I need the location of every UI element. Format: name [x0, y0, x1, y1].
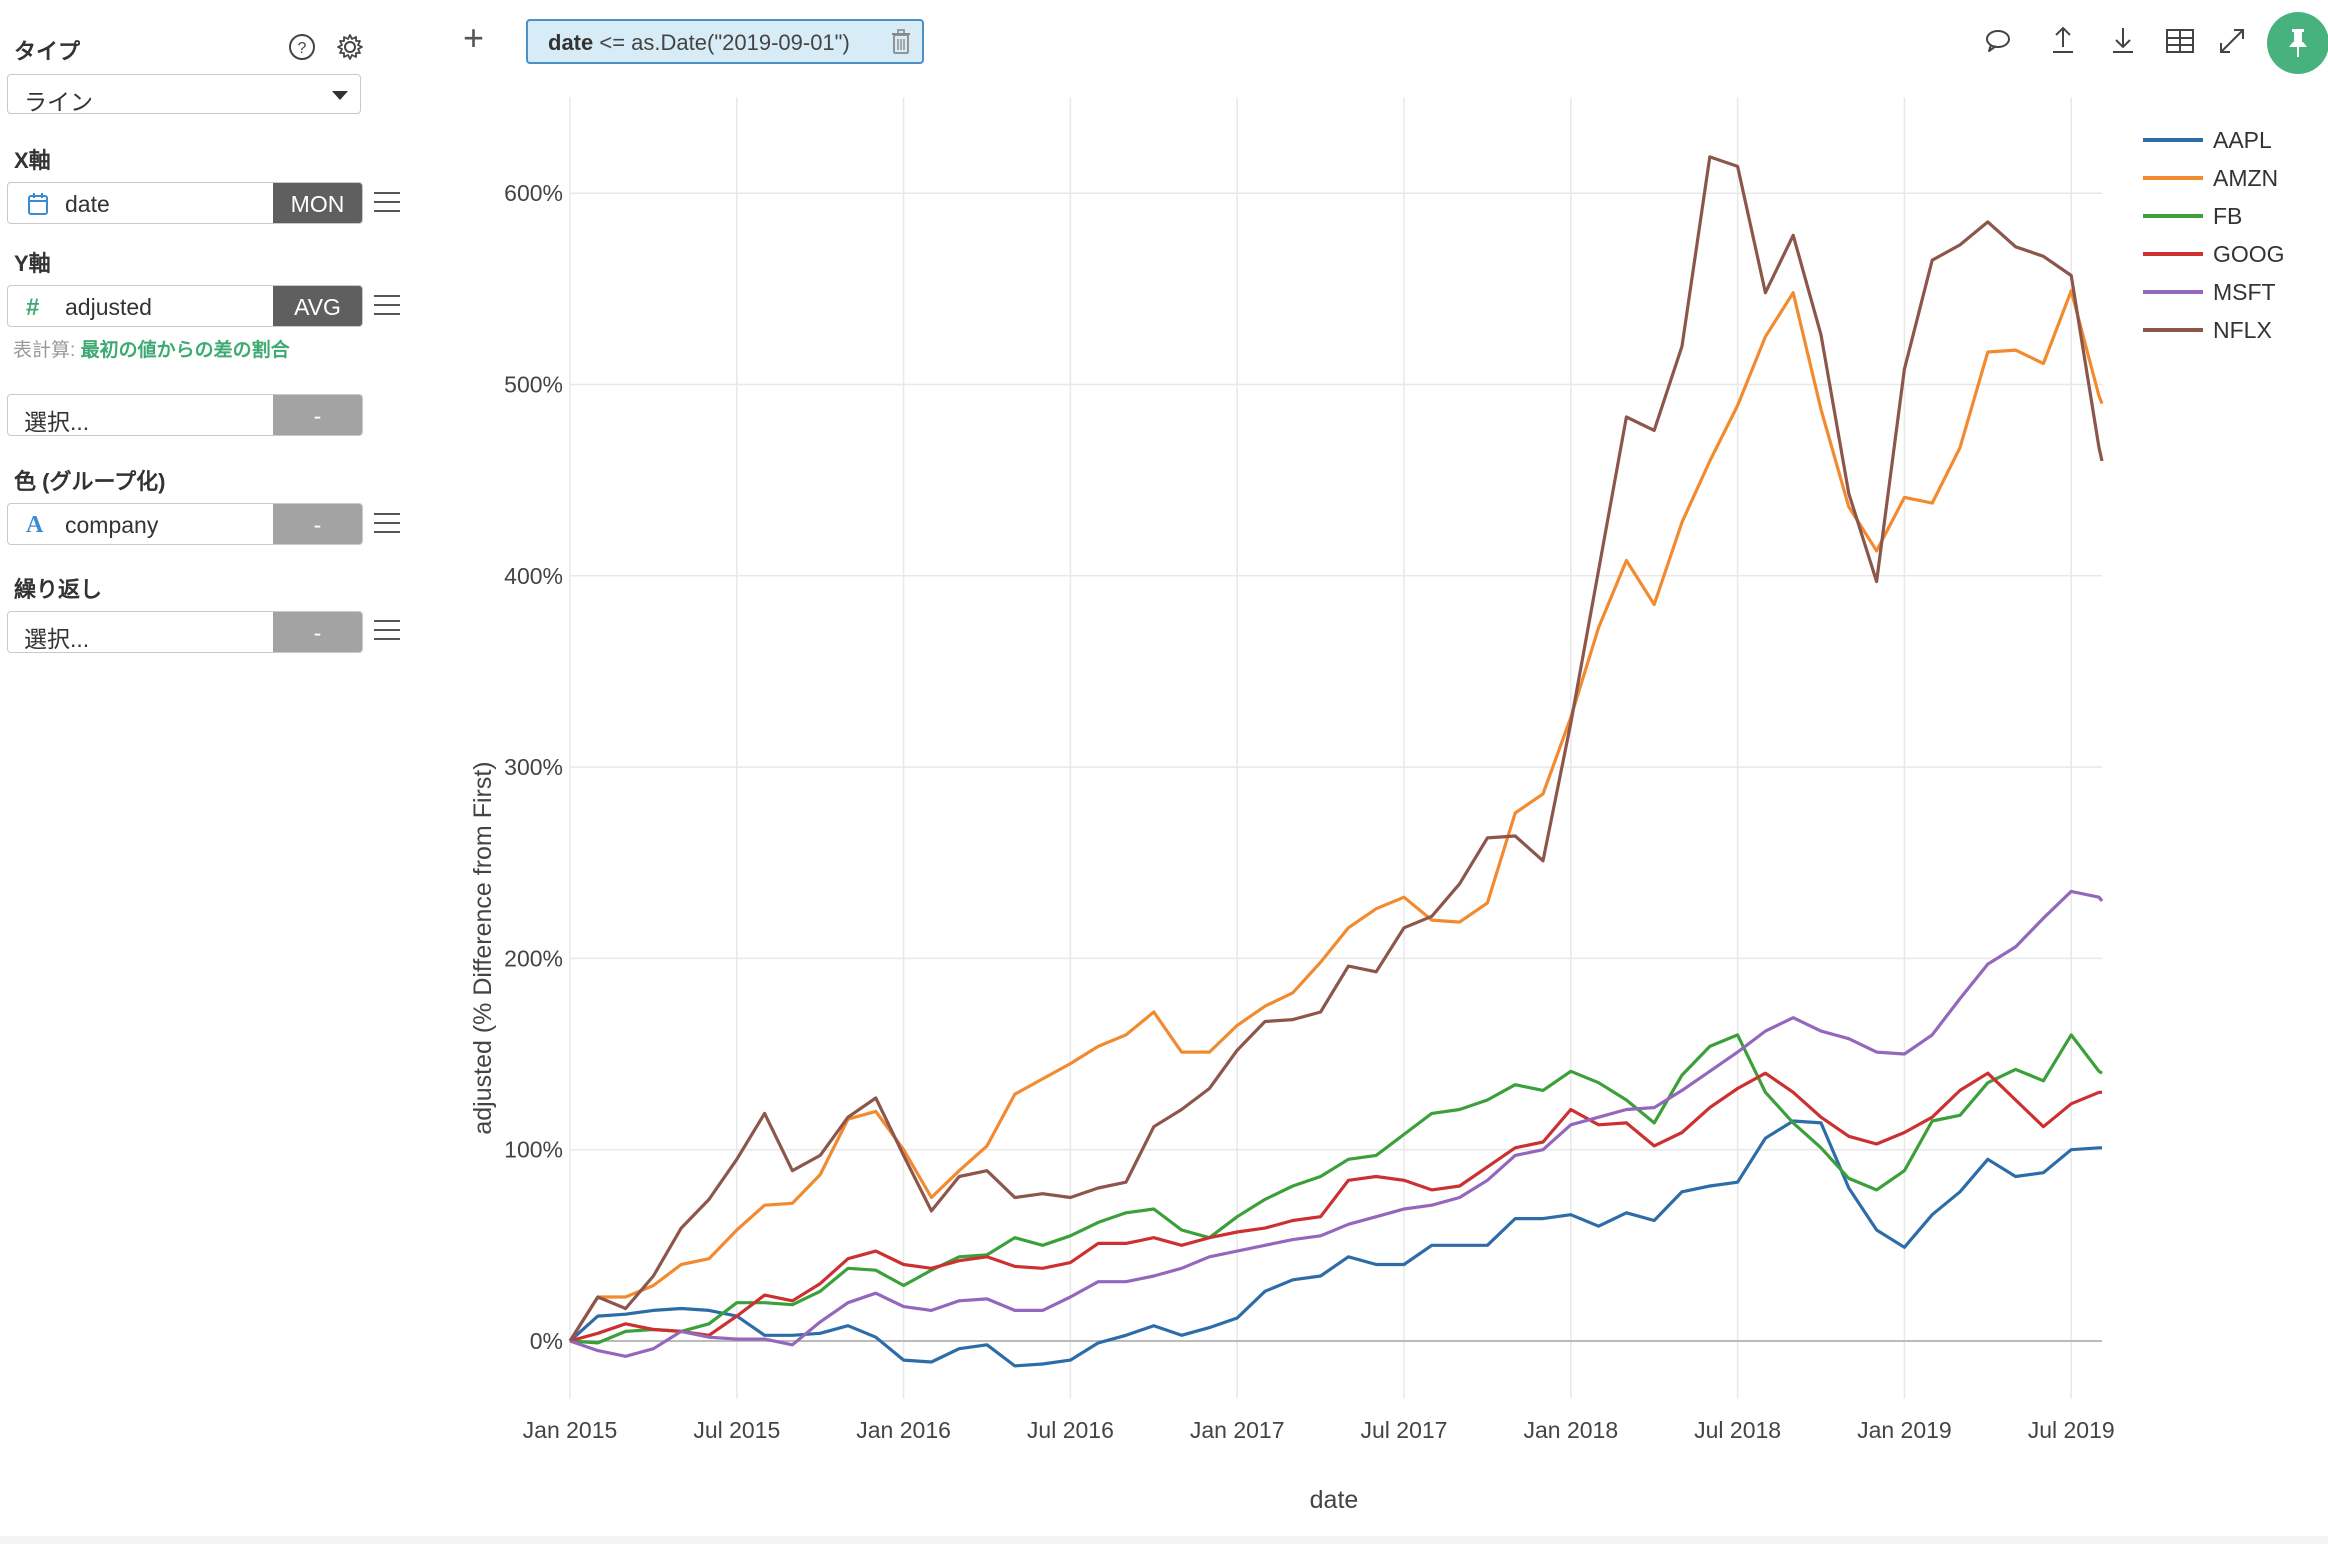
y-axis-label: Y軸 [14, 251, 51, 276]
legend-item-msft[interactable]: MSFT [2213, 279, 2276, 305]
series-line-msft[interactable] [569, 889, 2104, 1358]
help-icon[interactable]: ? [287, 32, 317, 62]
y-axis-field-name: adjusted [65, 294, 152, 320]
x-axis-field-name: date [65, 191, 110, 217]
type-label: タイプ [14, 39, 81, 64]
series-line-nflx[interactable] [568, 155, 2104, 1342]
y-axis-field[interactable]: # adjusted AVG [7, 285, 363, 327]
legend-item-nflx[interactable]: NFLX [2213, 317, 2272, 343]
filter-chip[interactable]: date <= as.Date("2019-09-01") [526, 19, 924, 64]
chart-type-value: ライン [24, 89, 93, 115]
gear-icon[interactable] [335, 32, 365, 62]
comment-icon[interactable] [1981, 24, 2015, 58]
x-tick-label: Jul 2017 [1361, 1417, 1448, 1443]
series-line-aapl[interactable] [568, 1119, 2102, 1368]
series-line-goog[interactable] [569, 1071, 2102, 1343]
x-axis-title: date [1310, 1486, 1359, 1514]
y-tick-label: 500% [504, 372, 563, 398]
legend-item-aapl[interactable]: AAPL [2213, 127, 2272, 153]
chevron-down-icon [332, 91, 348, 100]
add-filter-button[interactable]: + [463, 17, 485, 58]
color-field[interactable]: A company - [7, 503, 363, 545]
chart-config-panel: タイプ ? ライン X軸 date MON Y軸 # adjusted AVG … [0, 0, 400, 1544]
repeat-field-button[interactable]: - [273, 612, 362, 652]
filter-expression: <= as.Date("2019-09-01") [593, 30, 850, 55]
calendar-icon [28, 193, 48, 215]
trash-icon[interactable] [890, 29, 912, 55]
extra-field-button[interactable]: - [273, 395, 362, 435]
y-tick-label: 600% [504, 180, 563, 206]
legend-item-goog[interactable]: GOOG [2213, 241, 2285, 267]
filter-field: date [548, 30, 594, 55]
x-axis-label: X軸 [14, 148, 51, 173]
menu-icon[interactable] [374, 620, 400, 640]
extra-field-select[interactable]: 選択... - [7, 394, 363, 436]
table-calculation-prefix: 表計算: [13, 340, 81, 361]
x-tick-label: Jan 2017 [1190, 1417, 1285, 1443]
x-axis-aggregation-button[interactable]: MON [273, 183, 362, 223]
y-axis-title: adjusted (% Difference from First) [469, 761, 497, 1134]
y-axis-aggregation-button[interactable]: AVG [273, 286, 362, 326]
x-axis-field[interactable]: date MON [7, 182, 363, 224]
table-calculation[interactable]: 表計算: 最初の値からの差の割合 [13, 335, 290, 362]
menu-icon[interactable] [374, 295, 400, 315]
pin-icon [2289, 29, 2307, 57]
expand-icon[interactable] [2215, 24, 2249, 58]
menu-icon[interactable] [374, 513, 400, 533]
bottom-divider [0, 1536, 2328, 1544]
extra-field-placeholder: 選択... [24, 409, 90, 435]
menu-icon[interactable] [374, 192, 400, 212]
table-calculation-value[interactable]: 最初の値からの差の割合 [80, 340, 290, 361]
legend-item-fb[interactable]: FB [2213, 203, 2242, 229]
x-tick-label: Jan 2019 [1857, 1417, 1952, 1443]
svg-text:?: ? [298, 40, 307, 57]
y-tick-label: 100% [504, 1137, 563, 1163]
download-icon[interactable] [2106, 24, 2140, 58]
y-tick-label: 400% [504, 563, 563, 589]
x-tick-label: Jul 2015 [693, 1417, 780, 1443]
x-tick-label: Jul 2018 [1694, 1417, 1781, 1443]
repeat-field-select[interactable]: 選択... - [7, 611, 363, 653]
series-line-amzn[interactable] [568, 289, 2104, 1342]
pin-button[interactable] [2267, 12, 2328, 74]
x-tick-label: Jul 2019 [2028, 1417, 2115, 1443]
chart-type-select[interactable]: ライン [7, 74, 361, 115]
y-tick-label: 200% [504, 945, 563, 971]
y-tick-label: 300% [504, 754, 563, 780]
repeat-label: 繰り返し [14, 577, 103, 602]
hash-icon: # [26, 294, 40, 321]
x-tick-label: Jan 2018 [1523, 1417, 1618, 1443]
x-tick-label: Jan 2016 [856, 1417, 951, 1443]
color-field-name: company [65, 512, 159, 538]
color-field-button[interactable]: - [273, 504, 362, 544]
color-group-label: 色 (グループ化) [14, 469, 166, 494]
series-line-fb[interactable] [569, 1033, 2103, 1345]
x-tick-label: Jan 2015 [523, 1417, 618, 1443]
x-tick-label: Jul 2016 [1027, 1417, 1114, 1443]
upload-icon[interactable] [2046, 24, 2080, 58]
y-tick-label: 0% [530, 1328, 563, 1354]
repeat-field-placeholder: 選択... [24, 626, 90, 652]
legend-item-amzn[interactable]: AMZN [2213, 165, 2278, 191]
text-type-icon: A [26, 512, 44, 538]
table-icon[interactable] [2163, 24, 2197, 58]
